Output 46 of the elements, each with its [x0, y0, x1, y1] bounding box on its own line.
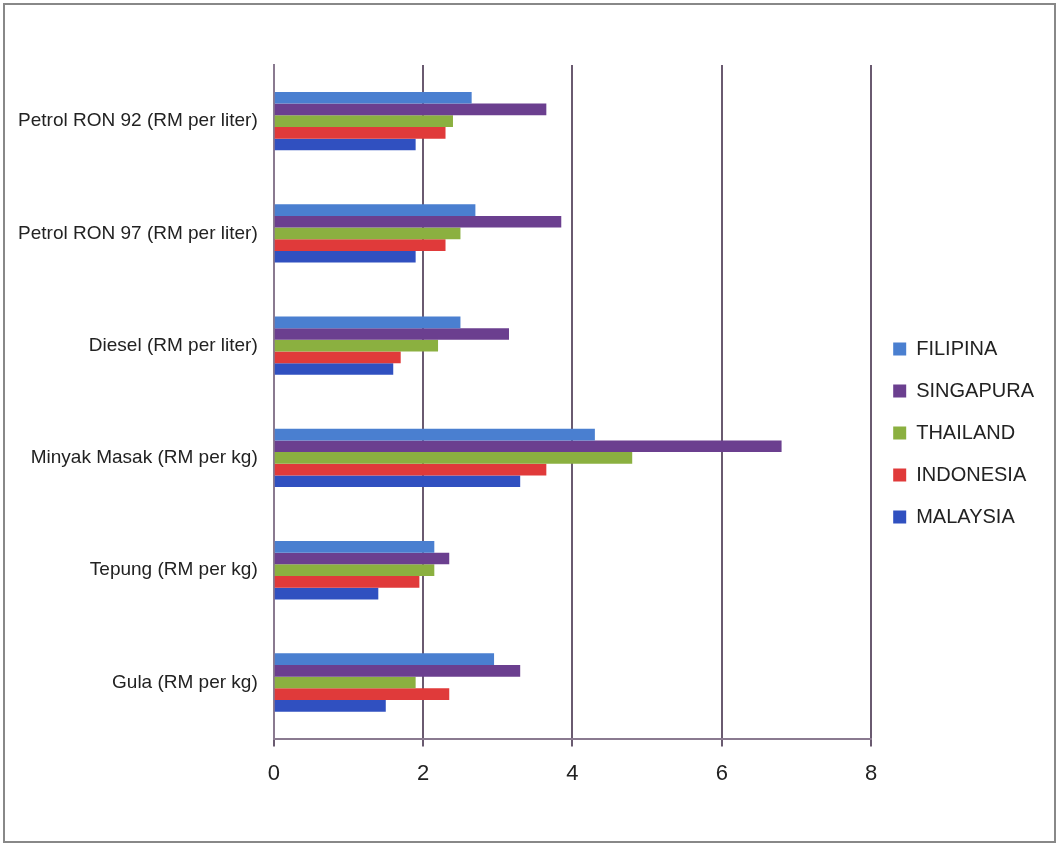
bar	[274, 475, 521, 488]
bar	[274, 91, 472, 104]
y-tick-label: Petrol RON 97 (RM per liter)	[18, 221, 258, 243]
y-tick-label: Tepung (RM per kg)	[89, 558, 258, 580]
x-tick-label: 6	[715, 759, 728, 785]
y-tick-label: Petrol RON 92 (RM per liter)	[18, 109, 258, 131]
legend-label: INDONESIA	[916, 462, 1027, 485]
bar	[274, 564, 435, 577]
bar	[274, 463, 547, 476]
bar	[274, 576, 420, 588]
bar	[274, 103, 547, 116]
y-tick-label: Minyak Masak (RM per kg)	[30, 446, 258, 468]
y-tick-label: Diesel (RM per liter)	[88, 333, 258, 355]
bar	[274, 204, 476, 216]
bar	[274, 328, 509, 340]
bar	[274, 699, 386, 712]
x-tick-label: 0	[267, 759, 280, 785]
bar	[274, 541, 435, 553]
bar	[274, 239, 446, 251]
bar	[274, 138, 416, 151]
x-tick-label: 2	[416, 759, 430, 785]
legend-label: THAILAND	[916, 420, 1016, 443]
bar	[274, 316, 461, 329]
x-tick-label: 8	[865, 759, 878, 785]
bar	[274, 452, 633, 464]
bar	[274, 440, 782, 453]
legend-label: FILIPINA	[916, 336, 998, 359]
x-tick-label: 4	[566, 759, 579, 785]
bar	[274, 664, 521, 677]
bar	[274, 676, 416, 689]
bar	[274, 250, 416, 263]
bar	[274, 351, 401, 364]
bar	[274, 688, 450, 700]
bar	[274, 653, 495, 665]
bar	[274, 363, 394, 375]
bar	[274, 552, 450, 565]
bar	[274, 339, 439, 352]
bar	[274, 215, 562, 228]
legend-label: MALAYSIA	[916, 504, 1016, 527]
y-tick-label: Gula (RM per kg)	[112, 670, 258, 692]
legend-label: SINGAPURA	[916, 378, 1035, 401]
bar	[274, 126, 446, 139]
bar	[274, 428, 595, 441]
bar	[274, 587, 379, 600]
bar	[274, 227, 461, 240]
bar	[274, 115, 453, 127]
